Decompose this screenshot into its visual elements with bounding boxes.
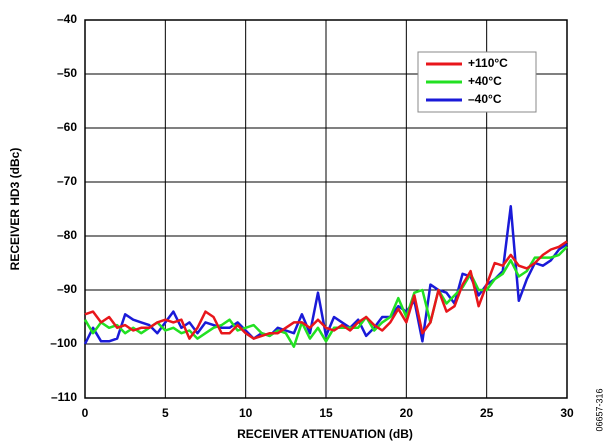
x-tick-label: 15 [319, 406, 333, 420]
y-tick-label: –100 [50, 336, 77, 350]
series-line [84, 240, 568, 340]
x-tick-label: 20 [400, 406, 414, 420]
plot-frame [84, 19, 568, 399]
y-tick-label: –50 [57, 66, 77, 80]
y-tick-label: –110 [51, 390, 77, 404]
y-tick-label: –60 [57, 120, 77, 134]
y-tick-label: –90 [57, 282, 77, 296]
x-axis-label: RECEIVER ATTENUATION (dB) [237, 427, 413, 441]
y-tick-label: –40 [57, 12, 77, 26]
x-tick-label: 5 [162, 406, 169, 420]
y-tick-label: –70 [57, 174, 77, 188]
x-tick-label: 30 [560, 406, 574, 420]
y-axis-label: RECEIVER HD3 (dBc) [8, 148, 22, 271]
figure-id: 06657-316 [594, 388, 604, 431]
x-tick-label: 0 [82, 406, 89, 420]
legend-label: +110°C [468, 56, 508, 70]
series-line [83, 245, 568, 348]
x-tick-label: 25 [480, 406, 494, 420]
x-tick-label: 10 [239, 406, 253, 420]
legend-label: –40°C [468, 92, 502, 106]
legend-label: +40°C [468, 74, 502, 88]
y-tick-label: –80 [57, 228, 77, 242]
